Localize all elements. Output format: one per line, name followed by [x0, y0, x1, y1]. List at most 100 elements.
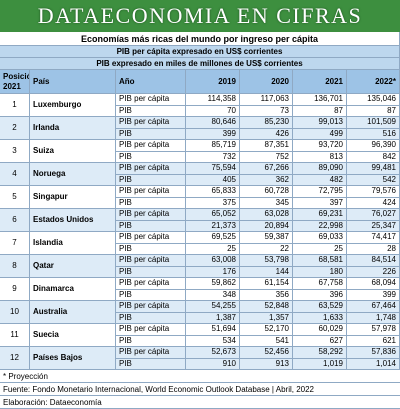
indicator-cell: PIB [116, 105, 186, 117]
value-cell: 22,998 [293, 220, 347, 232]
indicator-cell: PIB per cápita [116, 94, 186, 106]
value-cell: 396 [293, 289, 347, 301]
value-cell: 348 [186, 289, 240, 301]
value-cell: 397 [293, 197, 347, 209]
country-cell: Qatar [30, 255, 116, 278]
table-note: PIB per cápita expresado en US$ corrient… [0, 46, 400, 58]
column-header: 2021 [293, 70, 347, 94]
value-cell: 356 [240, 289, 293, 301]
value-cell: 542 [347, 174, 400, 186]
value-cell: 226 [347, 266, 400, 278]
value-cell: 99,013 [293, 117, 347, 129]
value-cell: 59,387 [240, 232, 293, 244]
value-cell: 75,594 [186, 163, 240, 175]
value-cell: 136,701 [293, 94, 347, 106]
column-header: 2022* [347, 70, 400, 94]
value-cell: 96,390 [347, 140, 400, 152]
value-cell: 1,019 [293, 358, 347, 370]
indicator-cell: PIB [116, 266, 186, 278]
value-cell: 424 [347, 197, 400, 209]
value-cell: 76,027 [347, 209, 400, 221]
value-cell: 70 [186, 105, 240, 117]
value-cell: 63,028 [240, 209, 293, 221]
value-cell: 87 [347, 105, 400, 117]
value-cell: 1,748 [347, 312, 400, 324]
value-cell: 910 [186, 358, 240, 370]
indicator-cell: PIB [116, 289, 186, 301]
value-cell: 362 [240, 174, 293, 186]
value-cell: 60,029 [293, 324, 347, 336]
value-cell: 54,255 [186, 301, 240, 313]
value-cell: 84,514 [347, 255, 400, 267]
value-cell: 135,046 [347, 94, 400, 106]
indicator-cell: PIB per cápita [116, 324, 186, 336]
country-cell: Luxemburgo [30, 94, 116, 117]
position-cell: 2 [0, 117, 30, 140]
value-cell: 89,090 [293, 163, 347, 175]
footer-line: * Proyección [0, 370, 400, 383]
indicator-cell: PIB per cápita [116, 209, 186, 221]
value-cell: 52,848 [240, 301, 293, 313]
position-cell: 11 [0, 324, 30, 347]
indicator-cell: PIB per cápita [116, 186, 186, 198]
value-cell: 399 [186, 128, 240, 140]
value-cell: 93,720 [293, 140, 347, 152]
country-cell: Estados Unidos [30, 209, 116, 232]
value-cell: 752 [240, 151, 293, 163]
value-cell: 67,266 [240, 163, 293, 175]
position-cell: 12 [0, 347, 30, 370]
value-cell: 53,798 [240, 255, 293, 267]
country-cell: Noruega [30, 163, 116, 186]
value-cell: 85,719 [186, 140, 240, 152]
value-cell: 534 [186, 335, 240, 347]
value-cell: 58,292 [293, 347, 347, 359]
value-cell: 1,633 [293, 312, 347, 324]
value-cell: 79,576 [347, 186, 400, 198]
position-cell: 6 [0, 209, 30, 232]
indicator-cell: PIB [116, 358, 186, 370]
indicator-cell: PIB [116, 220, 186, 232]
value-cell: 25 [186, 243, 240, 255]
country-cell: Suiza [30, 140, 116, 163]
banner-title: DATAECONOMIA EN CIFRAS [0, 0, 400, 32]
value-cell: 101,509 [347, 117, 400, 129]
value-cell: 51,694 [186, 324, 240, 336]
indicator-cell: PIB per cápita [116, 163, 186, 175]
value-cell: 25 [293, 243, 347, 255]
value-cell: 99,481 [347, 163, 400, 175]
value-cell: 516 [347, 128, 400, 140]
value-cell: 180 [293, 266, 347, 278]
value-cell: 57,836 [347, 347, 400, 359]
indicator-cell: PIB per cápita [116, 347, 186, 359]
indicator-cell: PIB [116, 128, 186, 140]
value-cell: 621 [347, 335, 400, 347]
value-cell: 69,525 [186, 232, 240, 244]
column-header: 2020 [240, 70, 293, 94]
value-cell: 28 [347, 243, 400, 255]
column-header: Posición 2021 [0, 70, 30, 94]
indicator-cell: PIB per cápita [116, 301, 186, 313]
value-cell: 21,373 [186, 220, 240, 232]
value-cell: 541 [240, 335, 293, 347]
column-header: 2019 [186, 70, 240, 94]
value-cell: 732 [186, 151, 240, 163]
value-cell: 405 [186, 174, 240, 186]
value-cell: 144 [240, 266, 293, 278]
table-title: Economías más ricas del mundo por ingres… [0, 32, 400, 46]
indicator-cell: PIB per cápita [116, 117, 186, 129]
position-cell: 10 [0, 301, 30, 324]
value-cell: 52,456 [240, 347, 293, 359]
table-note: PIB expresado en miles de millones de US… [0, 58, 400, 70]
indicator-cell: PIB [116, 197, 186, 209]
value-cell: 63,008 [186, 255, 240, 267]
value-cell: 499 [293, 128, 347, 140]
position-cell: 8 [0, 255, 30, 278]
value-cell: 482 [293, 174, 347, 186]
column-header: País [30, 70, 116, 94]
indicator-cell: PIB [116, 312, 186, 324]
value-cell: 627 [293, 335, 347, 347]
value-cell: 65,833 [186, 186, 240, 198]
indicator-cell: PIB [116, 243, 186, 255]
value-cell: 74,417 [347, 232, 400, 244]
country-cell: Islandia [30, 232, 116, 255]
